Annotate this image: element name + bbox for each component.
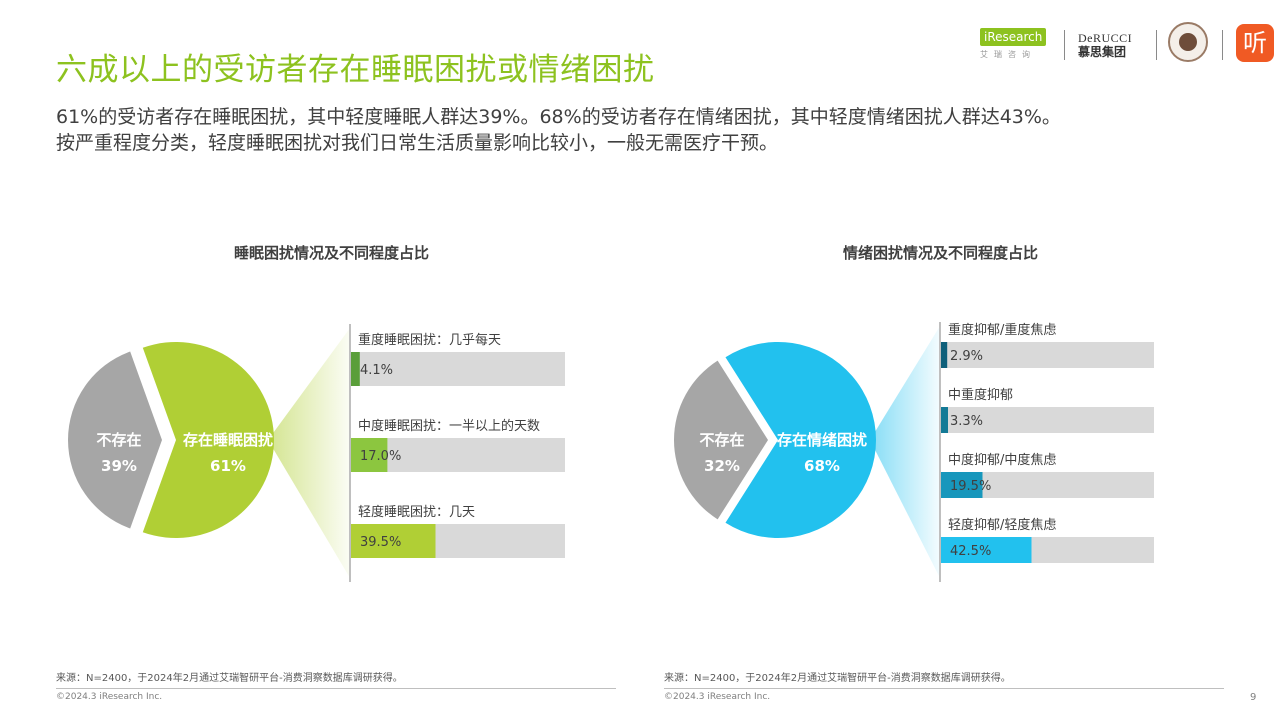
copyright-right: ©2024.3 iResearch Inc. [664, 692, 771, 702]
pie-label-exists: 存在睡眠困扰 [183, 431, 273, 449]
ting-logo: 听 [1236, 24, 1274, 62]
iresearch-logo-text: iResearch [980, 28, 1047, 46]
breakdown-category-label: 重度睡眠困扰：几乎每天 [358, 332, 501, 348]
logo-divider [1156, 30, 1157, 60]
breakdown-value-label: 39.5% [360, 535, 401, 550]
breakdown-category-label: 中重度抑郁 [948, 387, 1013, 403]
breakdown-value-label: 2.9% [950, 349, 983, 364]
breakdown-value-label: 4.1% [360, 363, 393, 378]
breakdown-value-label: 19.5% [950, 479, 991, 494]
pie-value-not-exists: 32% [704, 457, 740, 475]
pie-slice-not-exists [68, 351, 162, 529]
pie-value-not-exists: 39% [101, 457, 137, 475]
pie-label-exists: 存在情绪困扰 [777, 431, 867, 449]
sleep-chart: 不存在 39% 存在睡眠困扰 61% 重度睡眠困扰：几乎每天 4.1% 中度睡眠困扰：一半以… [68, 324, 565, 582]
sleep-chart-title: 睡眠困扰情况及不同程度占比 [234, 244, 430, 262]
emotion-chart-title: 情绪困扰情况及不同程度占比 [843, 244, 1039, 262]
seal-logo [1168, 22, 1208, 62]
pie-label-not-exists: 不存在 [699, 431, 744, 449]
breakdown-value-label: 3.3% [950, 414, 983, 429]
breakdown-category-label: 重度抑郁/重度焦虑 [948, 322, 1056, 338]
page-number: 9 [1250, 692, 1257, 703]
breakdown-category-label: 轻度睡眠困扰：几天 [358, 504, 475, 520]
footer-rule-left [56, 688, 616, 689]
breakdown-bar-track [351, 352, 565, 386]
pie-slice-not-exists [673, 360, 768, 520]
subtitle-line-2: 按严重程度分类，轻度睡眠困扰对我们日常生活质量影响比较小，一般无需医疗干预。 [56, 132, 779, 154]
source-note-left: 来源：N=2400，于2024年2月通过艾瑞智研平台-消费洞察数据库调研获得。 [56, 673, 403, 684]
breakdown-category-label: 中度抑郁/中度焦虑 [948, 452, 1056, 468]
pie-label-not-exists: 不存在 [96, 431, 141, 449]
breakdown-value-label: 42.5% [950, 544, 991, 559]
breakdown-category-label: 轻度抑郁/轻度焦虑 [948, 517, 1056, 533]
pie-slice-exists [142, 342, 274, 538]
breakdown-connector [268, 328, 350, 578]
breakdown-bar [941, 537, 1032, 563]
page-title: 六成以上的受访者存在睡眠困扰或情绪困扰 [56, 52, 655, 88]
page-subtitle: 61%的受访者存在睡眠困扰，其中轻度睡眠人群达39%。68%的受访者存在情绪困扰… [56, 104, 1061, 156]
derucci-logo-cn: 慕思集团 [1078, 45, 1127, 59]
breakdown-bar [351, 524, 436, 558]
breakdown-bar [941, 342, 948, 368]
derucci-logo-en: DeRUCCI [1078, 31, 1133, 45]
breakdown-bar [351, 352, 360, 386]
pie-value-exists: 68% [804, 457, 840, 475]
derucci-logo: DeRUCCI 慕思集团 [1078, 31, 1132, 59]
logo-divider [1222, 30, 1223, 60]
iresearch-logo: iResearch 艾瑞咨询 [980, 26, 1048, 60]
breakdown-category-label: 中度睡眠困扰：一半以上的天数 [358, 418, 540, 434]
breakdown-bar [351, 438, 388, 472]
emotion-chart: 不存在 32% 存在情绪困扰 68% 重度抑郁/重度焦虑 2.9% 中重度抑郁 3.3% 中度抑… [673, 322, 1154, 582]
logo-divider [1064, 30, 1065, 60]
copyright-left: ©2024.3 iResearch Inc. [56, 692, 163, 702]
pie-value-exists: 61% [210, 457, 246, 475]
source-note-right: 来源：N=2400，于2024年2月通过艾瑞智研平台-消费洞察数据库调研获得。 [664, 673, 1011, 684]
subtitle-line-1: 61%的受访者存在睡眠困扰，其中轻度睡眠人群达39%。68%的受访者存在情绪困扰… [56, 106, 1061, 128]
pie-slice-exists [725, 342, 877, 538]
footer-rule-right [664, 688, 1224, 689]
iresearch-logo-cn: 艾瑞咨询 [980, 50, 1036, 59]
breakdown-bar-track [941, 342, 1154, 368]
breakdown-value-label: 17.0% [360, 449, 401, 464]
breakdown-bar [941, 472, 983, 498]
breakdown-bar-track [941, 407, 1154, 433]
breakdown-connector [870, 326, 940, 578]
breakdown-bar [941, 407, 948, 433]
